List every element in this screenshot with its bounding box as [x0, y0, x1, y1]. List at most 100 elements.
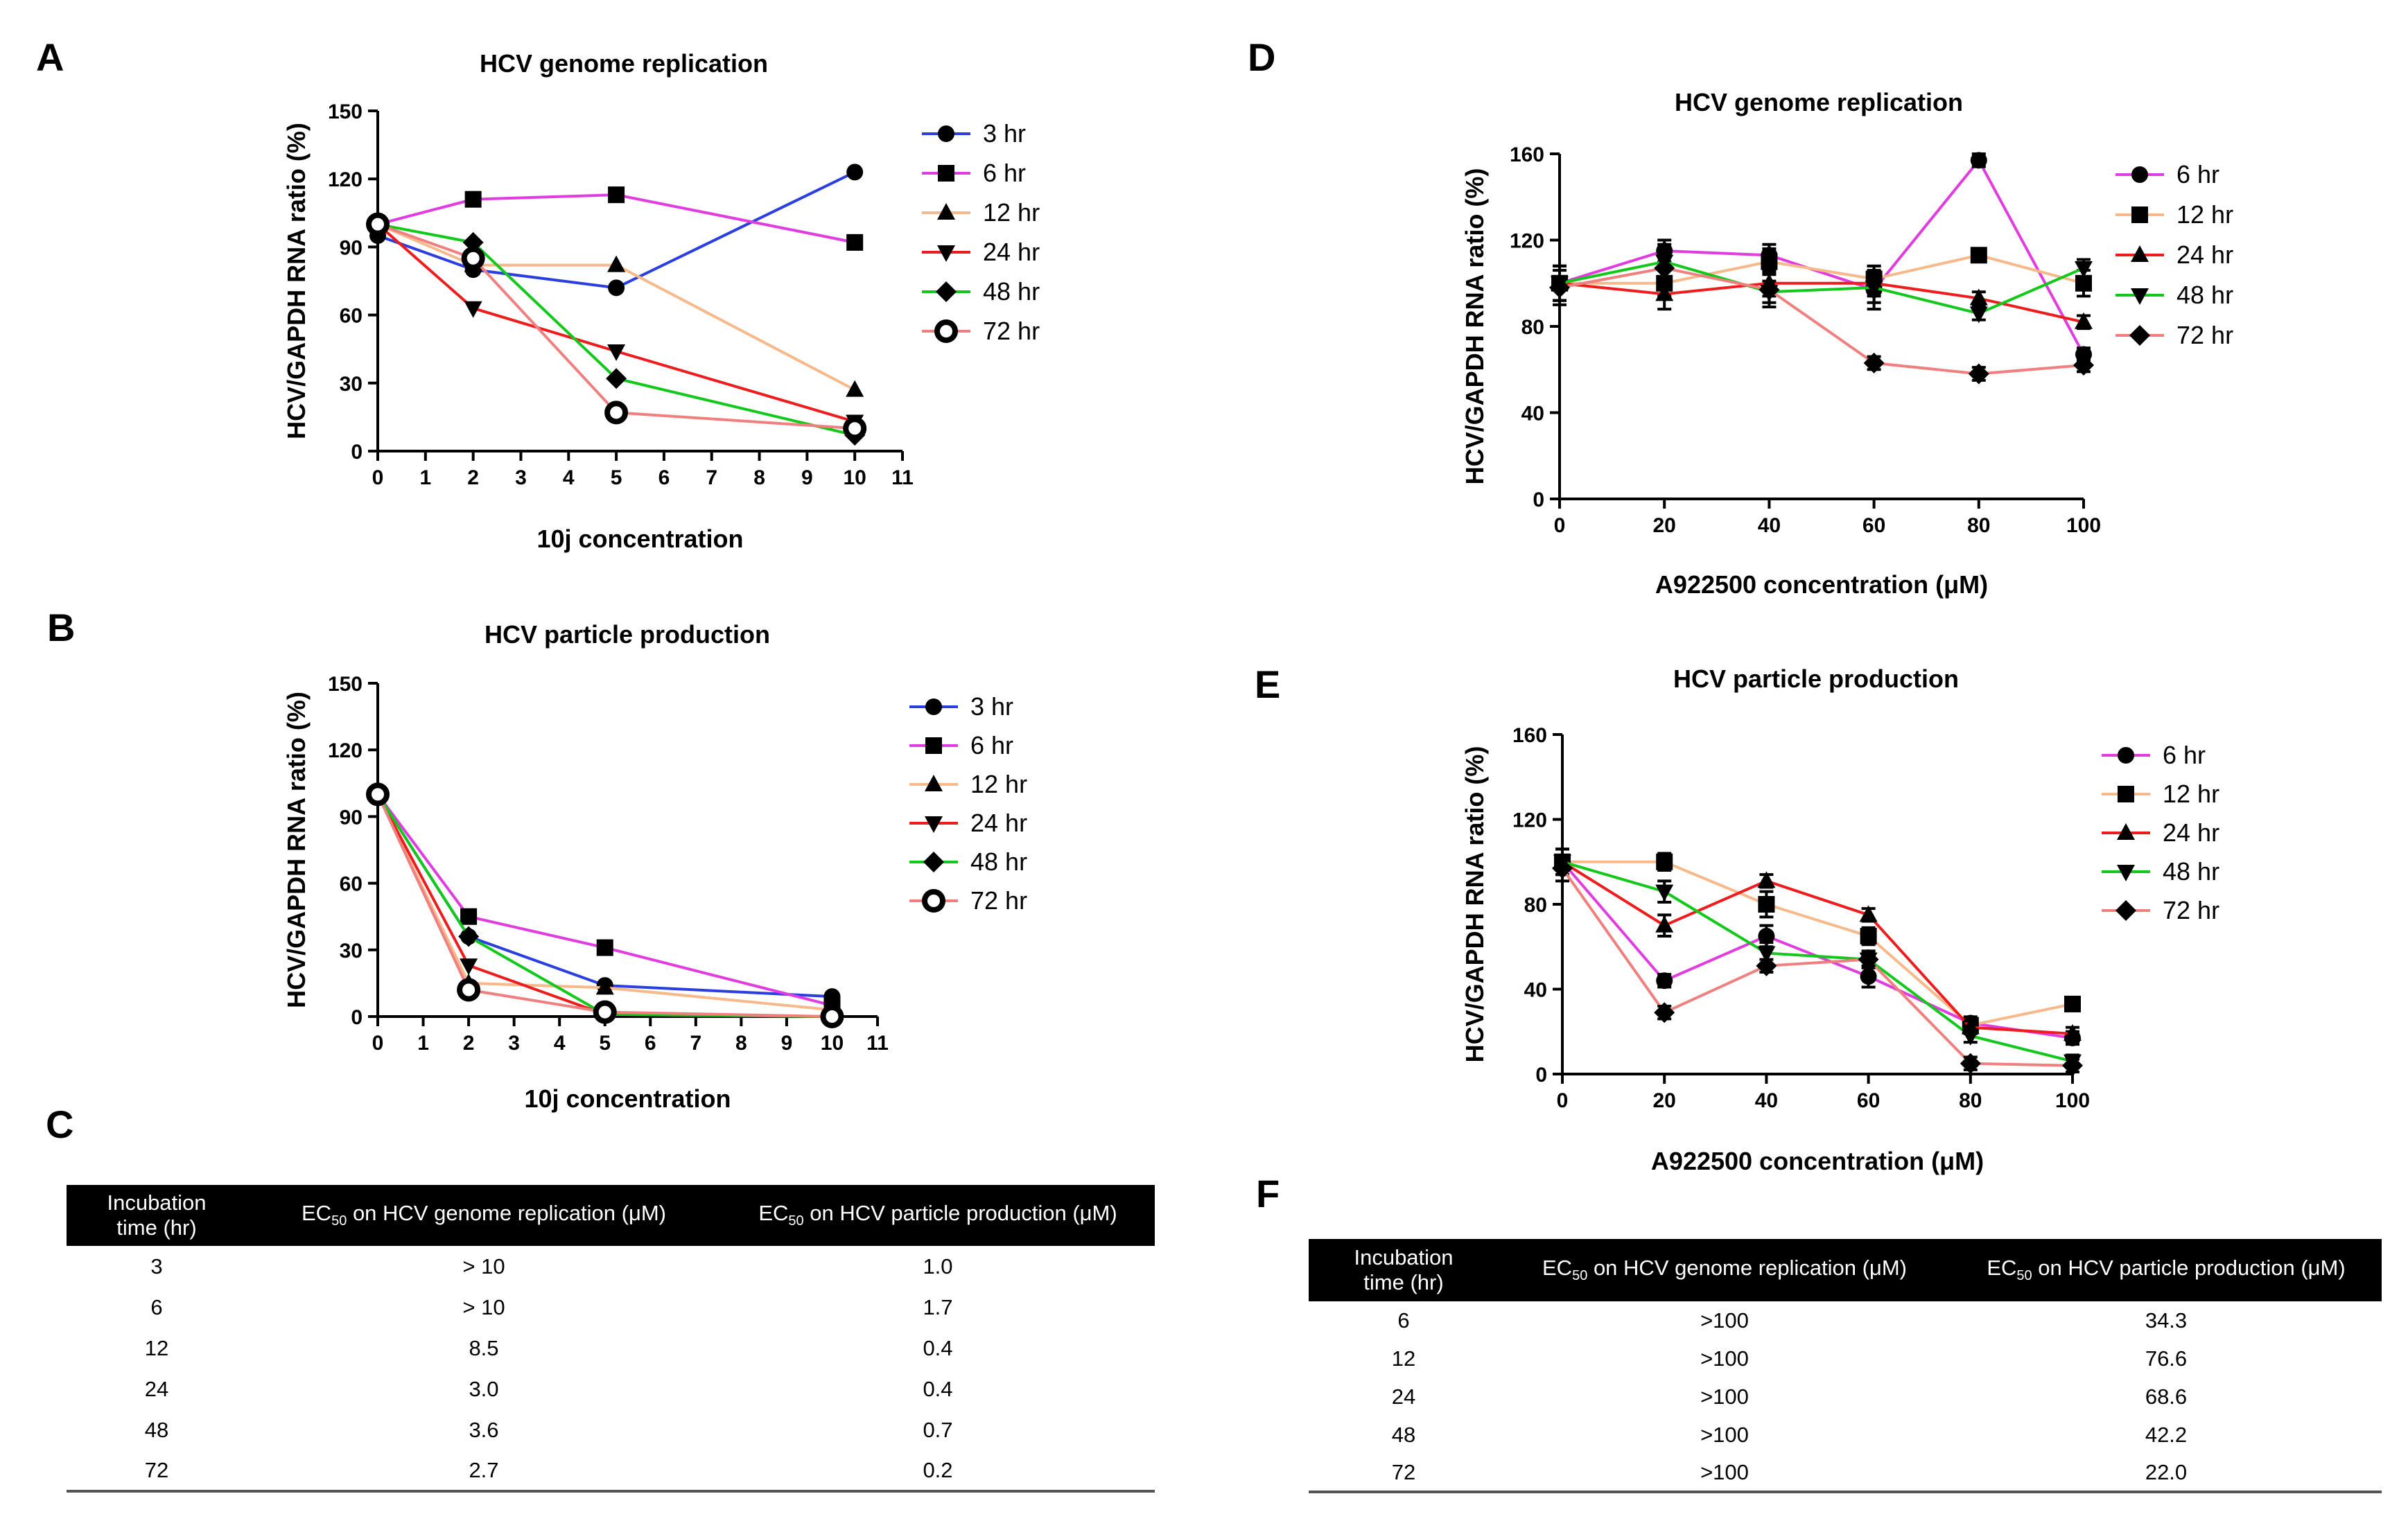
x-tick-label: 9: [781, 1032, 793, 1055]
data-point: [1758, 896, 1775, 913]
series-line: [377, 193, 855, 244]
series-line: [1559, 266, 2084, 376]
data-point: [464, 191, 482, 208]
series-line: [1561, 861, 2073, 1039]
series-line: [1562, 860, 2073, 1027]
data-point: [1654, 1002, 1675, 1023]
legend-marker: [925, 737, 942, 754]
legend-label: 24 hr: [983, 238, 1040, 266]
header-incubation-line2: time (hr): [116, 1215, 197, 1240]
table-row: 24 3.0 0.4: [67, 1369, 1155, 1409]
legend-label: 48 hr: [2163, 857, 2219, 886]
series-24-hr: [369, 217, 864, 432]
x-tick-label: 5: [599, 1032, 611, 1055]
x-axis-title: 10j concentration: [536, 525, 743, 553]
y-tick-label: 150: [328, 673, 363, 696]
legend-label: 72 hr: [2163, 896, 2219, 924]
table-cell: 6: [1397, 1308, 1410, 1333]
series-line: [1559, 260, 2084, 315]
panel-letter-e: E: [1255, 662, 1280, 706]
x-tick-label: 1: [419, 466, 431, 489]
panel-letter-d: D: [1248, 35, 1275, 79]
x-tick-label: 80: [1967, 514, 1990, 537]
table-cell: >100: [1700, 1384, 1749, 1409]
data-point: [1970, 152, 1987, 169]
data-point: [1865, 280, 1883, 297]
y-tick-label: 90: [340, 806, 363, 829]
data-point: [606, 368, 627, 389]
data-point: [1655, 915, 1674, 933]
data-point: [1860, 968, 1877, 985]
data-point: [1757, 946, 1776, 963]
x-tick-label: 8: [753, 466, 765, 489]
legend-marker: [925, 698, 942, 715]
series-6-hr: [1551, 152, 2092, 363]
y-tick-label: 0: [351, 1006, 363, 1029]
data-point: [2075, 261, 2093, 278]
table-cell: 24: [144, 1376, 169, 1401]
x-tick-label: 20: [1653, 1089, 1676, 1112]
table-cell: > 10: [462, 1254, 505, 1278]
legend-label: 48 hr: [2176, 281, 2233, 309]
table-row: 6 >100 34.3: [1309, 1301, 2382, 1339]
x-tick-label: 100: [2066, 514, 2101, 537]
table-header-row: Incubation time (hr) EC50 on HCV genome …: [67, 1185, 1155, 1246]
table-row: 3 > 10 1.0: [67, 1246, 1155, 1287]
legend-marker: [2117, 823, 2135, 840]
data-point: [2073, 355, 2094, 376]
table-cell: 8.5: [469, 1335, 499, 1360]
table-cell: 6: [150, 1294, 163, 1319]
y-tick-label: 160: [1510, 143, 1544, 166]
data-point: [458, 926, 480, 947]
data-point: [846, 164, 864, 181]
legend-label: 12 hr: [2163, 780, 2219, 808]
x-tick-label: 3: [508, 1032, 520, 1055]
table-cell: 34.3: [2145, 1308, 2188, 1333]
table-cell: 12: [144, 1335, 169, 1360]
series-line: [376, 793, 832, 1007]
legend-marker: [937, 245, 955, 262]
data-point: [457, 978, 481, 1002]
legend-label: 48 hr: [983, 277, 1040, 306]
header-incubation-line1: Incubation: [1354, 1245, 1454, 1269]
x-tick-label: 2: [467, 466, 479, 489]
data-point: [1552, 857, 1573, 879]
x-axis-title: A922500 concentration (μM): [1651, 1147, 1984, 1175]
table-cell: 48: [1391, 1422, 1416, 1447]
data-point: [461, 246, 485, 270]
y-tick-label: 60: [340, 305, 363, 328]
table-cell: 48: [144, 1417, 169, 1442]
series-line: [1559, 157, 2085, 355]
legend-marker: [2115, 900, 2136, 921]
y-tick-label: 0: [351, 441, 363, 464]
series-line: [1561, 867, 2073, 1067]
table-cell: 1.0: [923, 1254, 953, 1278]
table-row: 48 3.6 0.7: [67, 1409, 1155, 1450]
legend-label: 24 hr: [970, 809, 1027, 837]
legend-marker: [925, 775, 943, 791]
data-point: [1757, 871, 1776, 888]
data-point: [843, 416, 867, 441]
legend-label: 12 hr: [2176, 200, 2233, 229]
y-tick-label: 120: [328, 739, 363, 762]
legend-marker: [2129, 325, 2150, 346]
table-cell: > 10: [462, 1294, 505, 1319]
series-line: [376, 793, 832, 999]
chart-panel-a: HCV genome replication 10j concentration H…: [282, 49, 1040, 553]
legend-marker: [938, 125, 954, 142]
panel-letter-f: F: [1256, 1172, 1280, 1215]
header-particle-ec50: EC50 on HCV particle production (μM): [1951, 1239, 2382, 1301]
x-tick-label: 0: [1557, 1089, 1569, 1112]
y-tick-label: 80: [1524, 894, 1547, 917]
chart-panel-b: HCV particle production 10j concentration…: [282, 620, 1027, 1113]
x-tick-label: 3: [515, 466, 527, 489]
table-cell: 3.6: [469, 1417, 499, 1442]
table-cell: 0.4: [923, 1335, 953, 1360]
x-tick-label: 40: [1755, 1089, 1778, 1112]
data-point: [2075, 312, 2093, 329]
legend-marker: [2131, 245, 2149, 262]
x-tick-label: 8: [735, 1032, 747, 1055]
series-72-hr: [1549, 252, 2094, 385]
chart-title: HCV genome replication: [480, 49, 768, 78]
x-tick-label: 4: [563, 466, 575, 489]
